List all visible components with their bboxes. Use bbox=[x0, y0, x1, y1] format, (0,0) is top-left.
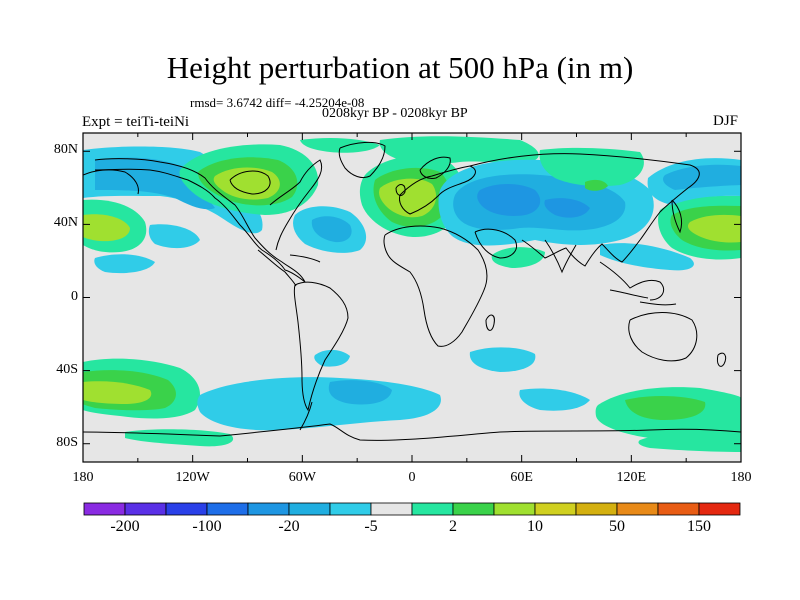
coast-caribbean bbox=[289, 254, 321, 263]
contour-siberia-high bbox=[539, 147, 644, 187]
colorbar-swatch bbox=[124, 502, 167, 516]
contour-samerica-low bbox=[314, 349, 350, 367]
colorbar-swatch bbox=[370, 502, 413, 516]
contour-southern-ocean-low-core bbox=[328, 380, 392, 405]
coast-scandinavia bbox=[419, 156, 451, 179]
contour-arctic-high bbox=[379, 136, 539, 164]
colorbar-label: -100 bbox=[192, 518, 222, 535]
coast-indonesia bbox=[609, 289, 677, 306]
coast-arabia bbox=[474, 228, 517, 259]
lon-label: 0 bbox=[408, 470, 416, 485]
coastlines bbox=[83, 141, 741, 441]
coast-australia bbox=[628, 312, 698, 362]
colorbar-swatch bbox=[329, 502, 372, 516]
colorbar-label: -5 bbox=[364, 518, 378, 535]
experiment-label: Expt = teiTi-teiNi bbox=[82, 114, 190, 130]
contour-asia-low-core bbox=[477, 184, 541, 216]
contour-hawaii-blue bbox=[94, 254, 155, 274]
lon-label: 60E bbox=[510, 470, 533, 485]
colorbar bbox=[83, 502, 741, 516]
coast-east-na bbox=[269, 159, 323, 251]
lat-label: 80N bbox=[53, 142, 78, 158]
colorbar-label: -20 bbox=[278, 518, 300, 535]
contour-spacific-high-core bbox=[83, 381, 152, 404]
contour-asia-low-core2 bbox=[544, 198, 590, 218]
coast-japan bbox=[671, 199, 683, 234]
colorbar-swatch bbox=[83, 502, 126, 516]
contour-europe-high-core bbox=[379, 178, 437, 218]
coast-south-america bbox=[293, 281, 349, 412]
coast-hudson bbox=[229, 170, 271, 195]
colorbar-label: 150 bbox=[687, 518, 711, 535]
coast-nz bbox=[717, 352, 727, 367]
page-title: Height perturbation at 500 hPa (in m) bbox=[166, 50, 634, 85]
lat-label: 40N bbox=[53, 215, 78, 231]
coast-antarctic-peninsula bbox=[299, 401, 313, 431]
lon-label: 180 bbox=[730, 470, 752, 485]
colorbar-swatch bbox=[288, 502, 331, 516]
coast-madagascar bbox=[485, 314, 495, 331]
lat-label: 80S bbox=[56, 434, 78, 450]
coast-africa bbox=[383, 225, 488, 347]
contour-right-lowband bbox=[600, 243, 694, 271]
contour-npacific-right-low-core bbox=[663, 164, 741, 190]
contour-sw-indian-low bbox=[469, 347, 536, 372]
lat-label: 40S bbox=[56, 361, 78, 377]
period-text: 0208kyr BP - 0208kyr BP bbox=[322, 106, 468, 121]
axis-ticks bbox=[82, 133, 742, 462]
stats-text: rmsd= 3.6742 diff= -4.25204e-08 bbox=[190, 95, 365, 110]
contour-siberia-high-core bbox=[585, 179, 608, 191]
lon-label: 120E bbox=[616, 470, 647, 485]
colorbar-swatch bbox=[452, 502, 495, 516]
colorbar-label: 50 bbox=[609, 518, 625, 535]
colorbar-swatch bbox=[206, 502, 249, 516]
colorbar-swatch bbox=[493, 502, 536, 516]
colorbar-swatch bbox=[575, 502, 618, 516]
colorbar-swatch bbox=[657, 502, 700, 516]
colorbar-label: 10 bbox=[527, 518, 543, 535]
coast-greenland bbox=[338, 141, 386, 179]
contour-arabia-high bbox=[491, 247, 545, 268]
coast-uk bbox=[395, 184, 406, 196]
coast-central-america bbox=[257, 249, 297, 287]
colorbar-label: -200 bbox=[110, 518, 140, 535]
contour-southern-ocean-green-core bbox=[625, 396, 706, 420]
colorbar-swatch bbox=[616, 502, 659, 516]
contour-greenland bbox=[300, 137, 380, 153]
contour-watlantic-low-core bbox=[311, 216, 352, 243]
contour-epacific-high-core bbox=[83, 214, 130, 242]
coast-alaska bbox=[83, 169, 139, 195]
lat-label: 0 bbox=[71, 288, 78, 304]
coast-antarctica bbox=[83, 423, 741, 441]
coast-north-america bbox=[94, 158, 306, 283]
colorbar-swatch bbox=[165, 502, 208, 516]
colorbar-swatch bbox=[411, 502, 454, 516]
contour-sw-blue bbox=[148, 224, 200, 249]
lon-label: 60W bbox=[288, 470, 316, 485]
colorbar-swatch bbox=[698, 502, 741, 516]
contour-south-indian-blue bbox=[519, 388, 590, 411]
lon-label: 120W bbox=[175, 470, 210, 485]
season-label: DJF bbox=[713, 113, 739, 129]
coast-asia bbox=[469, 153, 700, 267]
coast-india bbox=[544, 239, 577, 274]
colorbar-label: 2 bbox=[449, 518, 457, 535]
lon-label: 180 bbox=[72, 470, 94, 485]
contour-antarctic-green-right bbox=[638, 429, 741, 452]
colorbar-swatch bbox=[534, 502, 577, 516]
contour-nwpacific-high-core bbox=[687, 214, 741, 243]
colorbar-swatch bbox=[247, 502, 290, 516]
coast-se-asia bbox=[599, 261, 665, 301]
coast-europe bbox=[399, 165, 476, 215]
